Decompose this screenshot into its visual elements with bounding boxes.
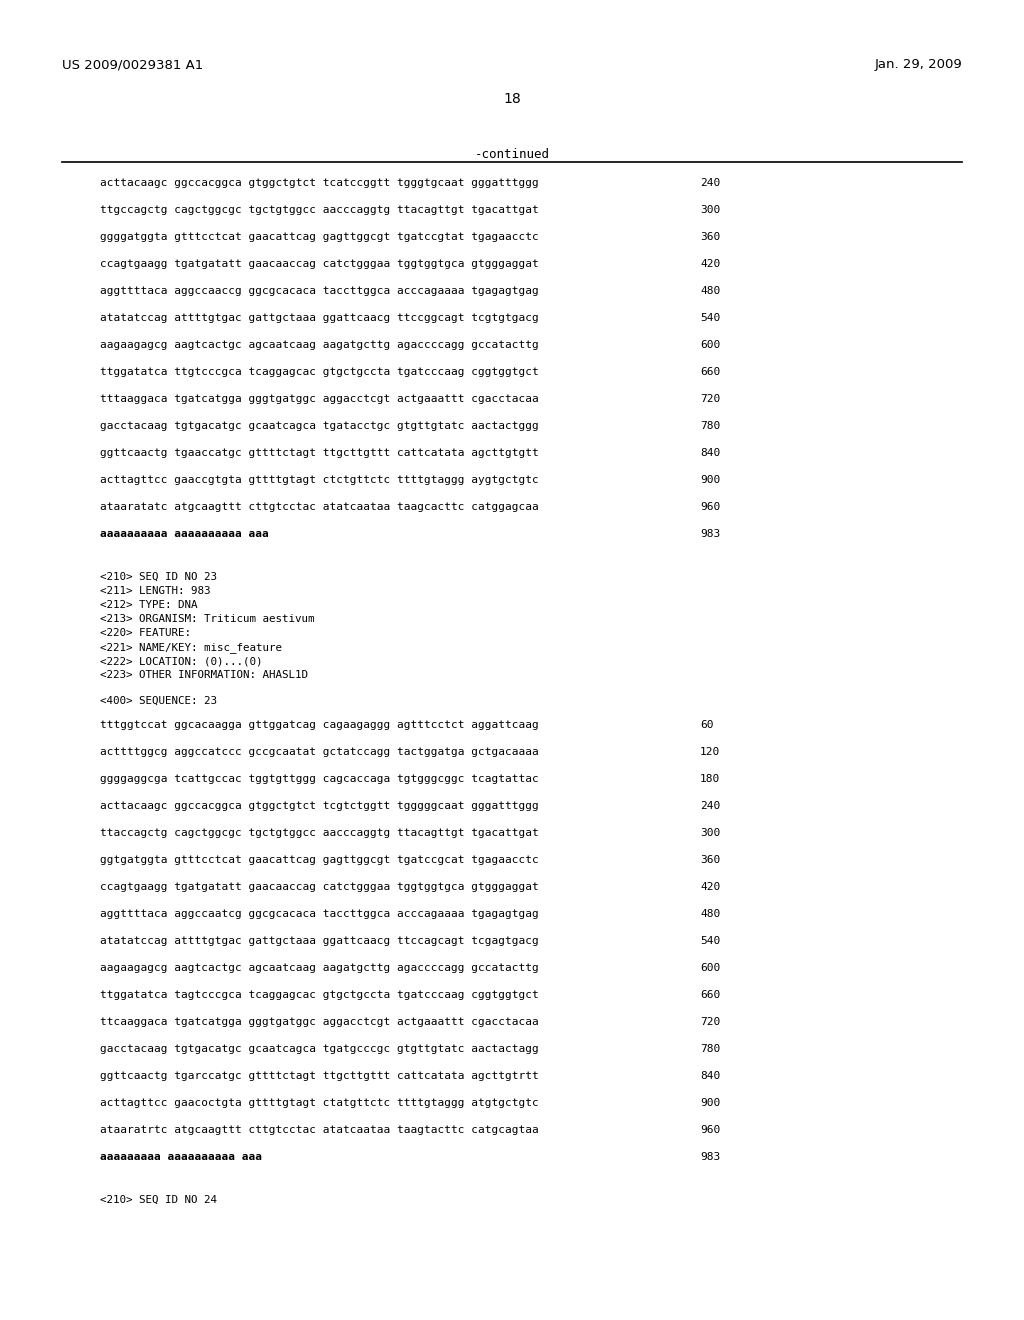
Text: aagaagagcg aagtcactgc agcaatcaag aagatgcttg agaccccagg gccatacttg: aagaagagcg aagtcactgc agcaatcaag aagatgc… [100,964,539,973]
Text: 600: 600 [700,341,720,350]
Text: 420: 420 [700,882,720,892]
Text: atatatccag attttgtgac gattgctaaa ggattcaacg ttccagcagt tcgagtgacg: atatatccag attttgtgac gattgctaaa ggattca… [100,936,539,946]
Text: ttggatatca tagtcccgca tcaggagcac gtgctgccta tgatcccaag cggtggtgct: ttggatatca tagtcccgca tcaggagcac gtgctgc… [100,990,539,1001]
Text: acttttggcg aggccatccc gccgcaatat gctatccagg tactggatga gctgacaaaa: acttttggcg aggccatccc gccgcaatat gctatcc… [100,747,539,756]
Text: 120: 120 [700,747,720,756]
Text: 720: 720 [700,393,720,404]
Text: 983: 983 [700,1152,720,1162]
Text: US 2009/0029381 A1: US 2009/0029381 A1 [62,58,203,71]
Text: <223> OTHER INFORMATION: AHASL1D: <223> OTHER INFORMATION: AHASL1D [100,671,308,680]
Text: ggtgatggta gtttcctcat gaacattcag gagttggcgt tgatccgcat tgagaacctc: ggtgatggta gtttcctcat gaacattcag gagttgg… [100,855,539,865]
Text: 240: 240 [700,178,720,187]
Text: 840: 840 [700,1071,720,1081]
Text: ttggatatca ttgtcccgca tcaggagcac gtgctgccta tgatcccaag cggtggtgct: ttggatatca ttgtcccgca tcaggagcac gtgctgc… [100,367,539,378]
Text: -continued: -continued [474,148,550,161]
Text: 540: 540 [700,936,720,946]
Text: ataaratatc atgcaagttt cttgtcctac atatcaataa taagcacttc catggagcaa: ataaratatc atgcaagttt cttgtcctac atatcaa… [100,502,539,512]
Text: atatatccag attttgtgac gattgctaaa ggattcaacg ttccggcagt tcgtgtgacg: atatatccag attttgtgac gattgctaaa ggattca… [100,313,539,323]
Text: aggttttaca aggccaatcg ggcgcacaca taccttggca acccagaaaa tgagagtgag: aggttttaca aggccaatcg ggcgcacaca taccttg… [100,909,539,919]
Text: ggggaggcga tcattgccac tggtgttggg cagcaccaga tgtgggcggc tcagtattac: ggggaggcga tcattgccac tggtgttggg cagcacc… [100,774,539,784]
Text: <210> SEQ ID NO 24: <210> SEQ ID NO 24 [100,1195,217,1205]
Text: tttaaggaca tgatcatgga gggtgatggc aggacctcgt actgaaattt cgacctacaa: tttaaggaca tgatcatgga gggtgatggc aggacct… [100,393,539,404]
Text: <212> TYPE: DNA: <212> TYPE: DNA [100,601,198,610]
Text: 360: 360 [700,232,720,242]
Text: ttaccagctg cagctggcgc tgctgtggcc aacccaggtg ttacagttgt tgacattgat: ttaccagctg cagctggcgc tgctgtggcc aacccag… [100,828,539,838]
Text: gacctacaag tgtgacatgc gcaatcagca tgatacctgc gtgttgtatc aactactggg: gacctacaag tgtgacatgc gcaatcagca tgatacc… [100,421,539,432]
Text: Jan. 29, 2009: Jan. 29, 2009 [874,58,962,71]
Text: 960: 960 [700,502,720,512]
Text: 900: 900 [700,1098,720,1107]
Text: ttcaaggaca tgatcatgga gggtgatggc aggacctcgt actgaaattt cgacctacaa: ttcaaggaca tgatcatgga gggtgatggc aggacct… [100,1016,539,1027]
Text: aaaaaaaaa aaaaaaaaaa aaa: aaaaaaaaa aaaaaaaaaa aaa [100,1152,262,1162]
Text: 240: 240 [700,801,720,810]
Text: <221> NAME/KEY: misc_feature: <221> NAME/KEY: misc_feature [100,642,282,653]
Text: 780: 780 [700,421,720,432]
Text: 300: 300 [700,828,720,838]
Text: tttggtccat ggcacaagga gttggatcag cagaagaggg agtttcctct aggattcaag: tttggtccat ggcacaagga gttggatcag cagaaga… [100,719,539,730]
Text: 420: 420 [700,259,720,269]
Text: acttagttcc gaacoctgta gttttgtagt ctatgttctc ttttgtaggg atgtgctgtc: acttagttcc gaacoctgta gttttgtagt ctatgtt… [100,1098,539,1107]
Text: 780: 780 [700,1044,720,1053]
Text: ccagtgaagg tgatgatatt gaacaaccag catctgggaa tggtggtgca gtgggaggat: ccagtgaagg tgatgatatt gaacaaccag catctgg… [100,882,539,892]
Text: aaaaaaaaaa aaaaaaaaaa aaa: aaaaaaaaaa aaaaaaaaaa aaa [100,529,268,539]
Text: 660: 660 [700,367,720,378]
Text: acttacaagc ggccacggca gtggctgtct tcgtctggtt tgggggcaat gggatttggg: acttacaagc ggccacggca gtggctgtct tcgtctg… [100,801,539,810]
Text: 540: 540 [700,313,720,323]
Text: <213> ORGANISM: Triticum aestivum: <213> ORGANISM: Triticum aestivum [100,614,314,624]
Text: acttacaagc ggccacggca gtggctgtct tcatccggtt tgggtgcaat gggatttggg: acttacaagc ggccacggca gtggctgtct tcatccg… [100,178,539,187]
Text: aagaagagcg aagtcactgc agcaatcaag aagatgcttg agaccccagg gccatacttg: aagaagagcg aagtcactgc agcaatcaag aagatgc… [100,341,539,350]
Text: ggttcaactg tgaaccatgc gttttctagt ttgcttgttt cattcatata agcttgtgtt: ggttcaactg tgaaccatgc gttttctagt ttgcttg… [100,447,539,458]
Text: ttgccagctg cagctggcgc tgctgtggcc aacccaggtg ttacagttgt tgacattgat: ttgccagctg cagctggcgc tgctgtggcc aacccag… [100,205,539,215]
Text: aggttttaca aggccaaccg ggcgcacaca taccttggca acccagaaaa tgagagtgag: aggttttaca aggccaaccg ggcgcacaca taccttg… [100,286,539,296]
Text: 480: 480 [700,909,720,919]
Text: 983: 983 [700,529,720,539]
Text: 180: 180 [700,774,720,784]
Text: 720: 720 [700,1016,720,1027]
Text: ataaratrtc atgcaagttt cttgtcctac atatcaataa taagtacttc catgcagtaa: ataaratrtc atgcaagttt cttgtcctac atatcaa… [100,1125,539,1135]
Text: 18: 18 [503,92,521,106]
Text: 660: 660 [700,990,720,1001]
Text: <220> FEATURE:: <220> FEATURE: [100,628,191,638]
Text: 600: 600 [700,964,720,973]
Text: ggttcaactg tgarccatgc gttttctagt ttgcttgttt cattcatata agcttgtrtt: ggttcaactg tgarccatgc gttttctagt ttgcttg… [100,1071,539,1081]
Text: 300: 300 [700,205,720,215]
Text: <210> SEQ ID NO 23: <210> SEQ ID NO 23 [100,572,217,582]
Text: gacctacaag tgtgacatgc gcaatcagca tgatgcccgc gtgttgtatc aactactagg: gacctacaag tgtgacatgc gcaatcagca tgatgcc… [100,1044,539,1053]
Text: 60: 60 [700,719,714,730]
Text: acttagttcc gaaccgtgta gttttgtagt ctctgttctc ttttgtaggg aygtgctgtc: acttagttcc gaaccgtgta gttttgtagt ctctgtt… [100,475,539,484]
Text: ccagtgaagg tgatgatatt gaacaaccag catctgggaa tggtggtgca gtgggaggat: ccagtgaagg tgatgatatt gaacaaccag catctgg… [100,259,539,269]
Text: <222> LOCATION: (0)...(0): <222> LOCATION: (0)...(0) [100,656,262,667]
Text: <400> SEQUENCE: 23: <400> SEQUENCE: 23 [100,696,217,706]
Text: <211> LENGTH: 983: <211> LENGTH: 983 [100,586,211,597]
Text: 900: 900 [700,475,720,484]
Text: 960: 960 [700,1125,720,1135]
Text: ggggatggta gtttcctcat gaacattcag gagttggcgt tgatccgtat tgagaacctc: ggggatggta gtttcctcat gaacattcag gagttgg… [100,232,539,242]
Text: 480: 480 [700,286,720,296]
Text: 840: 840 [700,447,720,458]
Text: 360: 360 [700,855,720,865]
